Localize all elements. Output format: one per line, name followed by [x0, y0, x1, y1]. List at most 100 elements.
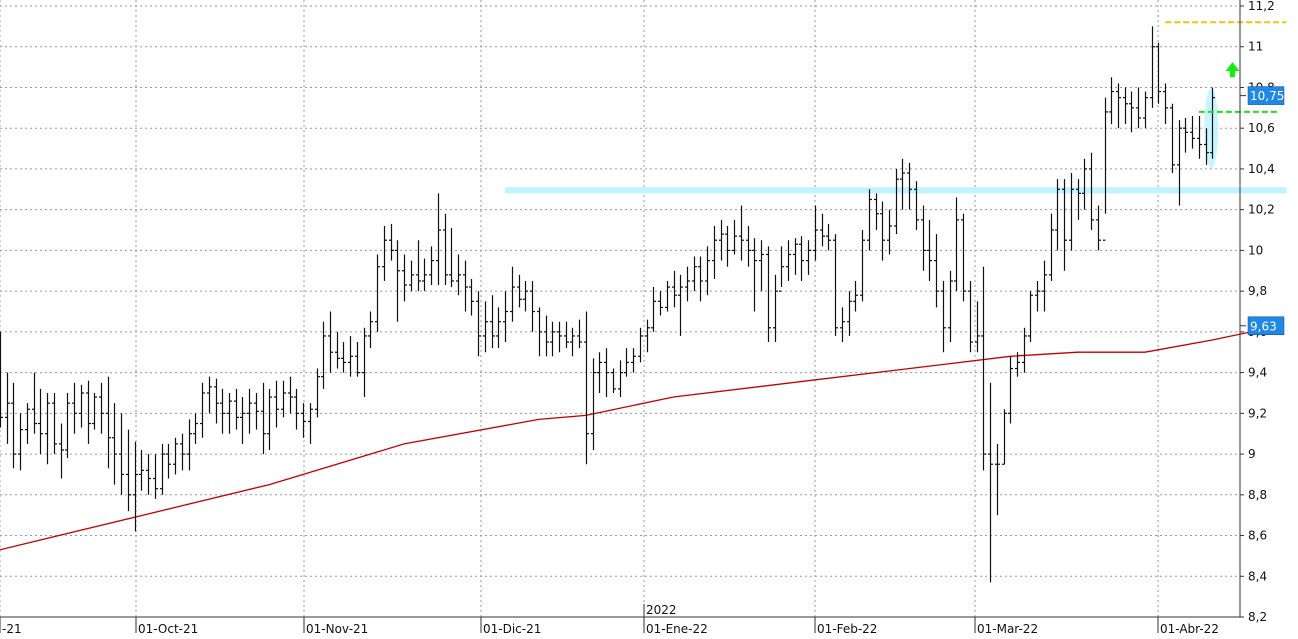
ohlc-bar: [362, 327, 367, 398]
ohlc-bar: [961, 213, 966, 302]
highlight-zones: [505, 88, 1287, 194]
ohlc-bar: [544, 315, 549, 357]
ohlc-bar: [18, 413, 23, 471]
ohlc-bar: [752, 238, 757, 312]
x-tick-label: 01-Dic-21: [483, 622, 541, 636]
ohlc-bar: [517, 274, 522, 308]
ohlc-bar: [813, 205, 818, 261]
y-tick-label: 8,6: [1248, 529, 1267, 543]
ohlc-bar: [1156, 42, 1161, 104]
ohlc-bar: [698, 256, 703, 302]
ohlc-bar: [5, 372, 10, 444]
ohlc-bar: [786, 240, 791, 281]
ohlc-bar: [193, 413, 198, 444]
x-tick-label: 01-Ene-22: [646, 622, 708, 636]
ohlc-bar: [759, 240, 764, 292]
ohlc-bar: [799, 236, 804, 281]
ohlc-bar: [247, 388, 252, 434]
ohlc-bar: [1049, 213, 1054, 281]
ohlc-bar: [315, 368, 320, 418]
ohlc-bar: [240, 397, 245, 444]
y-tick-label: 8,8: [1248, 488, 1267, 502]
ohlc-bar: [975, 301, 980, 353]
ohlc-bar: [449, 227, 454, 288]
ohlc-bar: [254, 392, 259, 430]
y-tick-label: 11,2: [1248, 0, 1275, 13]
ohlc-bar: [106, 376, 111, 469]
ohlc-bar: [1035, 280, 1040, 312]
ohlc-bar: [1022, 327, 1027, 373]
price-badges: 10,75 9,63: [1240, 86, 1284, 336]
ohlc-bar: [52, 392, 57, 455]
ohlc-bar: [490, 295, 495, 349]
y-tick-label: 8,4: [1248, 569, 1267, 583]
ohlc-bar: [678, 274, 683, 336]
ohlc-bar: [409, 260, 414, 292]
ohlc-bar: [207, 376, 212, 414]
ohlc-bar: [341, 342, 346, 373]
year-label: 2022: [646, 603, 677, 617]
ohlc-bar: [907, 162, 912, 210]
ohlc-bar: [294, 388, 299, 430]
ohlc-bar: [638, 327, 643, 363]
ohlc-bar: [584, 311, 589, 465]
y-tick-label: 9,2: [1248, 406, 1267, 420]
ohlc-bar: [779, 246, 784, 292]
ohlc-bar: [550, 321, 555, 357]
ohlc-bar: [382, 225, 387, 281]
ohlc-bar: [1008, 356, 1013, 424]
resistance-zone: [505, 187, 1287, 194]
y-tick-label: 10,4: [1248, 162, 1275, 176]
ohlc-bar: [530, 280, 535, 332]
y-tick-label: 10: [1248, 243, 1263, 257]
ohlc-bar: [820, 213, 825, 247]
ohlc-bar: [1123, 87, 1128, 125]
ohlc-bar: [766, 246, 771, 343]
ohlc-bar: [0, 331, 3, 428]
ohlc-bar: [25, 403, 30, 444]
x-tick-label: 01-Mar-22: [977, 622, 1038, 636]
y-tick-label: 9,8: [1248, 284, 1267, 298]
badge-label: 9,63: [1250, 319, 1277, 333]
ohlc-bar: [840, 307, 845, 343]
ohlc-bar: [867, 189, 872, 251]
ohlc-bar: [274, 380, 279, 428]
ohlc-bar: [173, 437, 178, 475]
ohlc-bar: [618, 360, 623, 398]
ohlc-bar: [934, 234, 939, 308]
ohlc-bar: [368, 311, 373, 349]
ohlc-bar: [375, 254, 380, 332]
ohlc-bar: [436, 193, 441, 286]
ohlc-bar: [146, 454, 151, 495]
ohlc-bar: [187, 419, 192, 471]
ohlc-bar: [597, 352, 602, 393]
ohlc-bar: [65, 392, 70, 459]
ohlc-bar: [133, 441, 138, 532]
ohlc-bar: [1062, 179, 1067, 271]
ohlc-bar: [658, 291, 663, 316]
ohlc-bar: [645, 319, 650, 353]
ohlc-bar: [1082, 158, 1087, 210]
ohlc-bar: [1210, 87, 1215, 159]
y-tick-label: 11: [1248, 40, 1263, 54]
ohlc-bar: [665, 280, 670, 312]
ohlc-bar: [416, 240, 421, 292]
ohlc-bar: [1015, 352, 1020, 377]
ohlc-bar: [32, 372, 37, 434]
ohlc-bar: [510, 266, 515, 322]
ohlc-bar: [1177, 120, 1182, 206]
ohlc-bar: [914, 181, 919, 231]
ohlc-bar: [1204, 128, 1209, 165]
overlays: [1165, 21, 1287, 113]
ohlc-bar: [1002, 409, 1007, 465]
ohlc-bar: [894, 168, 899, 235]
ohlc-bar: [308, 403, 313, 444]
ohlc-bar: [537, 307, 542, 357]
highlight-ellipse: [1204, 88, 1219, 169]
ohlc-bar: [941, 280, 946, 353]
ohlc-bar: [672, 270, 677, 308]
ohlc-bar: [900, 158, 905, 210]
ohlc-bar: [92, 392, 97, 430]
ohlc-bar: [880, 201, 885, 261]
